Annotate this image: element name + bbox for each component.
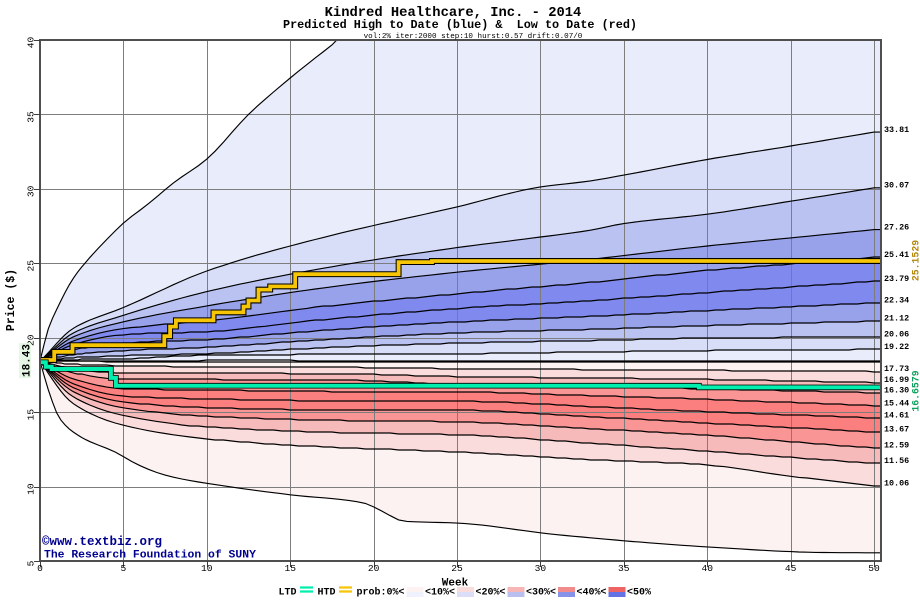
svg-text:20: 20 bbox=[26, 334, 37, 346]
svg-text:15: 15 bbox=[284, 563, 296, 574]
svg-text:<50%: <50% bbox=[627, 588, 651, 599]
svg-text:vol:2% iter:2000 step:10 hurst: vol:2% iter:2000 step:10 hurst:0.57 drif… bbox=[364, 33, 583, 41]
svg-text:30: 30 bbox=[535, 563, 547, 574]
svg-text:<20%<: <20%< bbox=[476, 588, 506, 599]
svg-text:©www.textbiz.org: ©www.textbiz.org bbox=[42, 535, 162, 549]
svg-text:30.07: 30.07 bbox=[884, 181, 909, 191]
svg-text:21.12: 21.12 bbox=[884, 314, 909, 324]
svg-text:25.1529: 25.1529 bbox=[910, 240, 920, 281]
svg-text:45: 45 bbox=[785, 563, 797, 574]
svg-text:5: 5 bbox=[121, 563, 127, 574]
svg-text:LTD: LTD bbox=[279, 588, 297, 599]
svg-text:16.6579: 16.6579 bbox=[910, 370, 920, 411]
svg-text:19.22: 19.22 bbox=[884, 342, 909, 352]
svg-text:<10%<: <10%< bbox=[425, 588, 455, 599]
svg-text:10.06: 10.06 bbox=[884, 478, 909, 488]
svg-text:13.67: 13.67 bbox=[884, 425, 909, 435]
svg-text:16.30: 16.30 bbox=[884, 385, 909, 395]
svg-text:20: 20 bbox=[368, 563, 380, 574]
svg-text:40: 40 bbox=[26, 37, 37, 49]
svg-text:Price ($): Price ($) bbox=[5, 269, 18, 331]
svg-text:22.34: 22.34 bbox=[884, 296, 909, 306]
svg-text:33.81: 33.81 bbox=[884, 125, 909, 135]
svg-text:<40%<: <40%< bbox=[577, 588, 607, 599]
svg-text:11.56: 11.56 bbox=[884, 456, 909, 466]
svg-text:25: 25 bbox=[451, 563, 463, 574]
svg-text:Predicted High to Date (blue): Predicted High to Date (blue) & Low to D… bbox=[283, 18, 637, 32]
svg-text:prob:0%<: prob:0%< bbox=[357, 587, 405, 599]
svg-text:30: 30 bbox=[26, 185, 37, 197]
svg-text:17.73: 17.73 bbox=[884, 364, 909, 374]
svg-text:18.43: 18.43 bbox=[22, 344, 34, 377]
svg-text:0: 0 bbox=[37, 563, 43, 574]
svg-text:25: 25 bbox=[26, 260, 37, 272]
svg-text:14.61: 14.61 bbox=[884, 411, 909, 421]
svg-text:25.41: 25.41 bbox=[884, 250, 909, 260]
svg-text:12.59: 12.59 bbox=[884, 441, 909, 451]
svg-text:35: 35 bbox=[26, 111, 37, 123]
svg-text:20.06: 20.06 bbox=[884, 330, 909, 340]
svg-text:50: 50 bbox=[868, 563, 880, 574]
svg-text:23.79: 23.79 bbox=[884, 274, 909, 284]
svg-text:10: 10 bbox=[26, 483, 37, 495]
svg-text:15.44: 15.44 bbox=[884, 398, 909, 408]
svg-text:27.26: 27.26 bbox=[884, 222, 909, 232]
svg-text:15: 15 bbox=[26, 409, 37, 421]
svg-text:5: 5 bbox=[26, 560, 37, 566]
svg-text:Week: Week bbox=[442, 578, 469, 590]
svg-text:<30%<: <30%< bbox=[526, 588, 556, 599]
svg-text:35: 35 bbox=[618, 563, 630, 574]
svg-text:16.99: 16.99 bbox=[884, 375, 909, 385]
svg-text:The Research Foundation of SUN: The Research Foundation of SUNY bbox=[44, 550, 256, 562]
svg-text:HTD: HTD bbox=[318, 588, 336, 599]
svg-text:40: 40 bbox=[701, 563, 713, 574]
svg-text:Kindred Healthcare, Inc. - 201: Kindred Healthcare, Inc. - 2014 bbox=[325, 5, 582, 21]
svg-text:10: 10 bbox=[201, 563, 213, 574]
